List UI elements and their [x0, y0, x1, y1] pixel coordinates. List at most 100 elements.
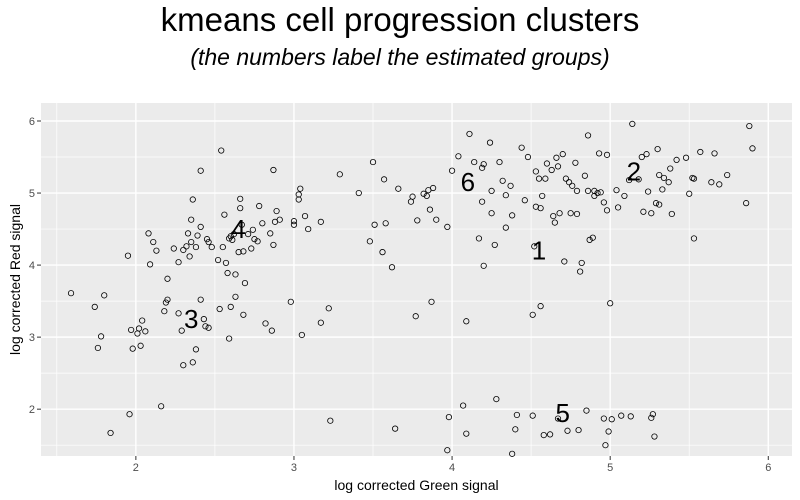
data-point [537, 303, 544, 310]
data-point [629, 120, 636, 127]
data-point [550, 213, 557, 220]
data-point [175, 259, 182, 266]
data-point [554, 415, 562, 422]
data-point [626, 176, 633, 184]
data-point [652, 200, 660, 207]
data-point [649, 411, 656, 418]
data-point [471, 158, 478, 166]
cluster-label: 3 [184, 304, 198, 334]
data-point [184, 230, 192, 237]
data-point [97, 333, 105, 340]
data-point [445, 413, 453, 421]
data-point [584, 132, 592, 139]
data-point [317, 218, 324, 225]
data-point [218, 147, 225, 154]
data-point [287, 298, 294, 305]
data-point [716, 181, 723, 188]
data-point [295, 191, 302, 198]
data-point [428, 298, 435, 305]
data-point [164, 275, 171, 282]
data-point [392, 425, 399, 432]
data-point [170, 245, 177, 252]
data-point [224, 269, 231, 277]
data-point [553, 154, 560, 161]
data-point [188, 238, 195, 246]
data-point [240, 248, 247, 255]
data-point [640, 208, 647, 215]
data-point [537, 205, 544, 212]
data-point [227, 233, 234, 240]
y-tick-label: 3 [29, 332, 35, 344]
x-axis-ticks: 2 3 4 5 6 [133, 456, 771, 474]
data-point [67, 290, 75, 297]
data-point [219, 243, 226, 251]
data-point [380, 176, 388, 183]
data-point [543, 160, 551, 167]
data-point [414, 217, 421, 224]
data-point [298, 331, 305, 339]
data-point [499, 177, 506, 184]
data-point [270, 166, 277, 174]
data-point [597, 189, 604, 196]
data-point [573, 187, 581, 194]
data-point [317, 319, 324, 326]
data-point [548, 166, 555, 174]
data-point [222, 259, 230, 267]
data-point [412, 313, 419, 320]
data-point [638, 153, 645, 161]
data-point [539, 192, 546, 200]
data-point [466, 130, 473, 138]
data-point [297, 185, 304, 192]
data-point [237, 205, 244, 212]
data-point [186, 253, 193, 260]
data-point [668, 210, 675, 218]
data-point [509, 212, 516, 219]
data-point [327, 417, 334, 424]
data-point [645, 188, 652, 195]
data-point [532, 168, 539, 175]
data-point [290, 218, 298, 225]
cluster-labels: 1 2 3 4 5 6 [184, 156, 641, 427]
data-point [673, 156, 680, 164]
data-point [521, 197, 528, 204]
data-point [129, 345, 136, 352]
data-point [366, 238, 373, 245]
data-point [565, 179, 573, 186]
data-point [686, 190, 693, 197]
data-points [67, 120, 756, 457]
data-point [546, 431, 554, 438]
data-point [192, 346, 200, 353]
x-tick-label: 4 [449, 462, 455, 474]
data-point [572, 159, 579, 166]
data-point [254, 238, 261, 245]
data-point [124, 252, 132, 259]
data-point [150, 238, 157, 246]
data-point [540, 432, 547, 439]
data-point [240, 311, 247, 318]
data-point [433, 216, 440, 223]
x-tick-label: 6 [765, 462, 771, 474]
data-point [188, 216, 195, 223]
data-point [743, 200, 750, 207]
data-point [529, 311, 536, 318]
data-point [711, 150, 718, 157]
data-point [139, 317, 146, 324]
cluster-label: 5 [556, 398, 570, 428]
data-point [371, 221, 378, 228]
data-point [183, 243, 190, 250]
y-tick-label: 2 [29, 404, 35, 416]
data-point [194, 232, 201, 239]
data-point [248, 245, 255, 252]
data-point [259, 220, 266, 227]
data-point [94, 344, 102, 352]
data-point [91, 303, 98, 310]
data-point [355, 189, 362, 197]
data-point [667, 165, 674, 172]
data-point [607, 300, 614, 307]
data-point [161, 308, 168, 315]
data-point [567, 210, 574, 217]
data-point [232, 271, 239, 278]
data-point [455, 153, 462, 160]
cluster-label: 1 [532, 236, 546, 266]
